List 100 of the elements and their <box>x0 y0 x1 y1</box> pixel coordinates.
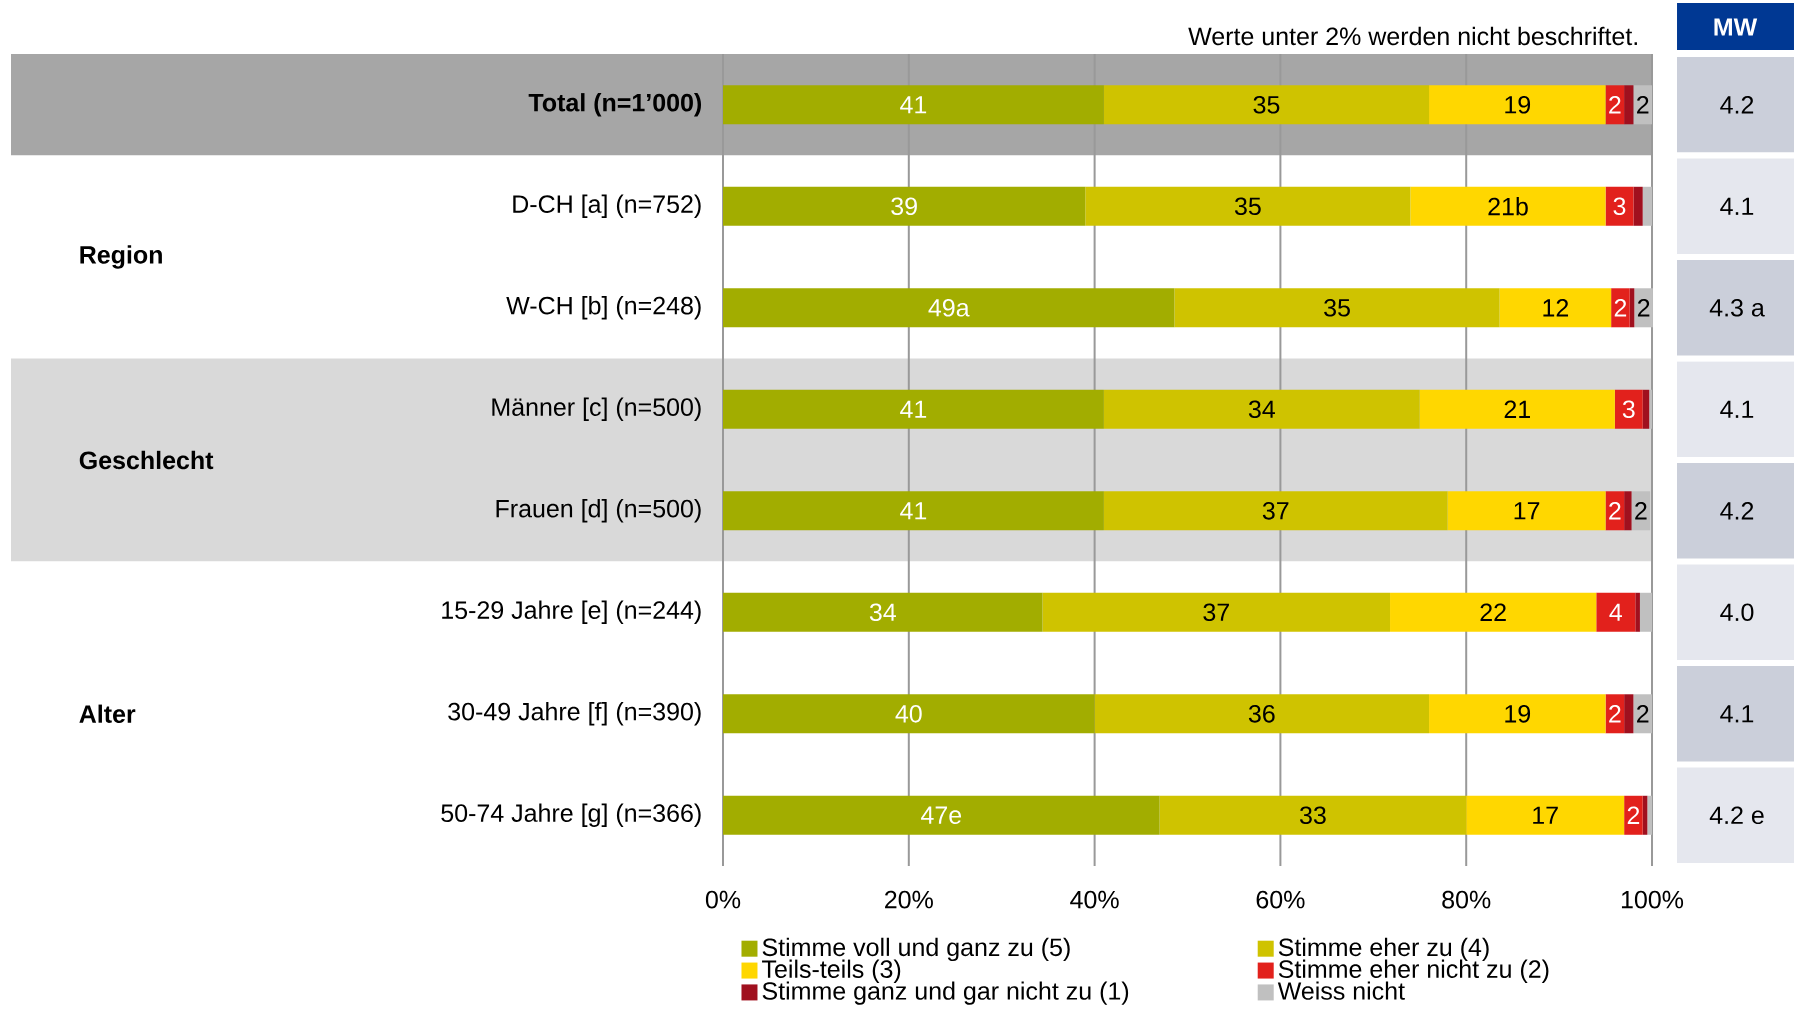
bar <box>1410 186 1606 226</box>
data-label: 2 <box>1637 96 1649 114</box>
data-label: 3 <box>1613 197 1626 216</box>
data-label: 2 <box>1614 299 1627 317</box>
bar <box>723 389 1104 429</box>
bar <box>1611 288 1630 328</box>
data-label: 40 <box>895 704 922 723</box>
y-tick-label: Total (n=1’000) <box>528 93 702 117</box>
bar <box>1447 491 1606 531</box>
bar <box>1429 85 1606 125</box>
bar <box>723 694 1095 734</box>
text: 4.3 a <box>1709 298 1765 317</box>
data-label: 2 <box>1609 96 1621 114</box>
y-tick-label: W-CH [b] (n=248) <box>506 296 701 320</box>
bar <box>1499 288 1612 328</box>
x-tick-label: 0% <box>705 890 741 909</box>
x-tick-label: 100% <box>1621 890 1684 909</box>
data-label: 2 <box>1635 502 1647 520</box>
data-label: 34 <box>869 603 896 622</box>
data-label: 2 <box>1637 705 1649 723</box>
data-label: 17 <box>1533 806 1558 824</box>
data-label: 35 <box>1234 197 1261 216</box>
band-label: Alter <box>79 704 136 723</box>
data-label: 41 <box>900 96 927 114</box>
bar <box>1103 491 1448 531</box>
band-label: Region <box>80 245 162 269</box>
bar <box>1633 694 1653 734</box>
data-label: 21b <box>1488 197 1528 216</box>
y-tick-label: D-CH [a] (n=752) <box>513 194 701 218</box>
data-label: 21 <box>1504 400 1530 418</box>
bar <box>1634 288 1653 328</box>
bar <box>723 186 1086 226</box>
data-label: 12 <box>1543 299 1569 317</box>
data-label: 41 <box>900 502 927 520</box>
data-label: 49a <box>928 298 970 317</box>
bar <box>1429 694 1606 734</box>
data-label: 41 <box>900 400 927 418</box>
bar <box>1633 186 1643 226</box>
bar <box>1624 491 1632 531</box>
y-tick-label: 50-74 Jahre [g] (n=366) <box>441 803 701 827</box>
legend-label: Weiss nicht <box>1277 981 1405 1000</box>
data-label: 35 <box>1253 95 1280 114</box>
text: 4.1 <box>1720 400 1754 418</box>
text: 4.2 <box>1720 96 1754 114</box>
data-label: 39 <box>891 197 917 216</box>
bar <box>1103 389 1420 429</box>
bar <box>1642 186 1653 226</box>
bar <box>1624 85 1634 125</box>
bar <box>1466 795 1625 835</box>
bar <box>723 795 1160 835</box>
data-label: 2 <box>1609 502 1621 520</box>
x-tick-label: 80% <box>1442 890 1491 909</box>
data-label: 22 <box>1480 603 1506 621</box>
data-label: 3 <box>1622 400 1635 419</box>
band-label: Geschlecht <box>79 450 214 470</box>
text: MW <box>1714 18 1758 36</box>
bar <box>1390 592 1597 632</box>
bar <box>1174 288 1500 328</box>
bar <box>723 491 1104 531</box>
data-label: 47e <box>921 806 962 824</box>
bar <box>1633 85 1653 125</box>
data-label: 17 <box>1514 502 1540 520</box>
bar <box>723 288 1175 328</box>
bar <box>1103 85 1430 125</box>
data-label: 4 <box>1609 603 1622 621</box>
bar <box>1042 592 1391 632</box>
bar <box>1642 389 1650 429</box>
data-label: 2 <box>1637 299 1650 317</box>
text: 4.0 <box>1720 603 1754 622</box>
y-tick-label: 15-29 Jahre [e] (n=244) <box>442 600 701 624</box>
bar <box>1649 389 1653 429</box>
x-tick-label: 40% <box>1070 890 1119 909</box>
data-label: 35 <box>1324 298 1350 317</box>
y-tick-label: Frauen [d] (n=500) <box>496 499 701 523</box>
bar <box>723 592 1043 632</box>
bar <box>1605 186 1634 226</box>
y-tick-label: Männer [c] (n=500) <box>492 397 701 421</box>
text: 4.2 e <box>1709 806 1764 825</box>
bar <box>1419 389 1615 429</box>
bar <box>1624 795 1643 835</box>
bar <box>1085 186 1411 226</box>
data-label: 19 <box>1505 95 1531 114</box>
data-label: 2 <box>1627 806 1640 824</box>
bar <box>1596 592 1636 632</box>
x-tick-label: 60% <box>1256 890 1305 909</box>
text: 4.2 <box>1720 502 1754 520</box>
data-label: 36 <box>1248 704 1275 723</box>
bar <box>1094 694 1430 734</box>
data-label: 37 <box>1262 501 1289 520</box>
data-label: 2 <box>1609 705 1621 723</box>
data-label: 19 <box>1505 704 1531 723</box>
y-tick-label: 30-49 Jahre [f] (n=390) <box>448 702 701 726</box>
text: 4.1 <box>1720 197 1754 215</box>
bar <box>723 85 1104 125</box>
x-tick-label: 20% <box>885 890 933 909</box>
bar <box>1647 795 1653 835</box>
bar <box>1624 694 1634 734</box>
data-label: 37 <box>1203 603 1229 622</box>
text: Werte unter 2% werden nicht beschriftet. <box>1188 26 1637 46</box>
bar <box>1159 795 1467 835</box>
